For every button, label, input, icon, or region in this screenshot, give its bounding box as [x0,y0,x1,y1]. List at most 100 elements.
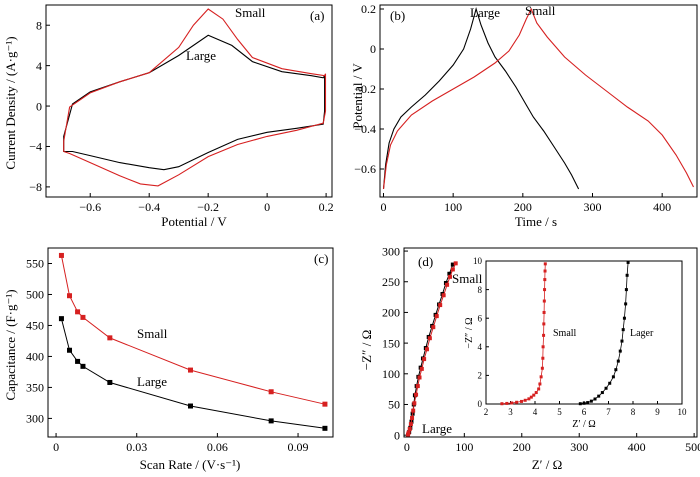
inset-background [486,261,682,404]
panel-d-xtick-label: 200 [513,440,531,454]
panel-d-series-small-point [424,347,429,352]
inset-series-small-point [542,299,546,303]
panel-d-series-small-point [450,267,455,272]
panel-d-series-small-point [427,336,432,341]
inset-series-small-point [529,395,533,399]
inset-series-lager-point [626,260,630,264]
panel-d-series-small-line [407,263,457,435]
panel-d-series-small-point [407,427,412,432]
inset-series-small-point [542,333,546,337]
panel-c-series-small-point [188,367,193,373]
panel-b-series-large-line [382,7,580,190]
inset-series-small-point [540,366,544,370]
panel-d-axes-frame [403,247,698,438]
panel-c-series-large-point [188,403,193,409]
inset-series-small-point [543,269,547,273]
inset-series-lager-point [620,339,624,343]
panel-b-ylabel: Potential / V [350,63,365,129]
inset-ytick-label: 8 [478,285,483,295]
panel-c-series-small-point [268,389,274,395]
inset-series-lager-point [624,302,628,306]
panel-a-xtick-label: −0.4 [138,200,160,214]
panel-c-series-small-point [67,293,73,299]
panel-d-series-small-point [441,293,446,298]
panel-d-series-small-point [445,282,450,287]
panel-a-series-large-line [63,34,326,171]
panel-d-series-small-point [431,325,436,330]
panel-a-ytick-label: 8 [36,18,42,32]
inset-series-small-point [541,345,545,349]
panel-b-ytick-label: 0.2 [361,2,376,16]
panel-b-ytick-label: −0.2 [354,82,376,96]
panel-b-annotation-small: Small [525,3,556,18]
inset-series-lager-point [604,386,608,390]
panel-b-axes-frame [379,4,698,198]
panel-d-annotation-small: Small [452,271,483,286]
inset-ytick-label: 0 [478,399,483,409]
panel-d-ytick-label: 50 [388,398,400,412]
inset-series-small-point [541,356,545,360]
panel-c-ytick-label: 500 [26,288,44,302]
inset-xtick-label: 8 [631,407,636,417]
panel-d-xtick-label: 0 [404,440,410,454]
panel-d-ytick-label: 250 [382,275,400,289]
panel-a-xlabel: Potential / V [161,214,227,229]
inset-series-small-point [515,400,519,404]
inset-xtick-label: 7 [606,407,611,417]
panel-d-xtick-label: 400 [628,440,646,454]
inset-xtick-label: 4 [533,407,538,417]
panel-d-xtick-label: 300 [570,440,588,454]
panel-b-xtick-label: 400 [653,200,671,214]
panel-d-series-large-point [447,271,452,276]
panel-a-annotation-small: Small [235,5,266,20]
panel-b-series-small-line [382,7,694,190]
panel-a-ytick-label: −4 [29,140,42,154]
panel-c-series-small-point [75,309,81,315]
panel-c-series-small-point [107,335,113,341]
panel-c-series-small-line [60,255,326,405]
inset-label-lager: Lager [630,328,654,339]
panel-d-ylabel: −Z″ / Ω [359,330,374,370]
panel-a-xtick-label: 0 [264,200,270,214]
inset-series-lager-point [593,397,597,401]
panel-d-series-small-point [417,375,422,380]
panel-b-xtick-label: 100 [444,200,462,214]
panel-c-ylabel: Capacitance / (F·g⁻¹) [3,289,18,400]
inset-series-lager-point [597,394,601,398]
inset-series-lager-point [622,316,626,320]
inset-series-lager-point [608,381,612,385]
inset-series-lager-point [624,288,628,292]
panel-a-xtick-label: −0.6 [79,200,101,214]
panel-c: 0 0.03 0.06 0.09 300 350 400 450 500 550 (c) Smal… [3,247,334,472]
inset-series-small-point [537,387,541,391]
panel-d-series-small-point [419,366,424,371]
panel-c-series-large-line [60,318,325,429]
panel-c-series-large-point [58,316,64,322]
panel-b-xtick-label: 200 [514,200,532,214]
panel-c-tag: (c) [314,251,328,266]
panel-c-series-large-point [322,425,328,431]
panel-b-ytick-label: 0 [370,42,376,56]
panel-c-xtick-label: 0.06 [207,440,228,454]
inset-series-lager-point [586,401,590,405]
panel-d-ytick-label: 150 [382,336,400,350]
panel-c-series-large-point [268,418,274,424]
inset-series-lager-point [578,402,582,406]
panel-c-series-large-point [80,363,86,369]
inset-series-small-point [505,401,509,405]
inset-series-small-point [500,402,504,406]
inset-ylabel: −Z″ / Ω [464,317,475,348]
inset-ytick-label: 2 [478,371,483,381]
inset-xtick-label: 6 [582,407,587,417]
panel-a-ytick-label: −8 [29,180,42,194]
panel-b-xtick-label: 300 [583,200,601,214]
panel-a-series-small-line [63,8,327,187]
panel-c-series-large-point [67,347,73,353]
panel-c-annotation-large: Large [137,374,167,389]
panel-b: 0 100 200 300 400−0.6−0.4−0.200.2 (b) Large … [350,2,698,229]
panel-d-ytick-label: 100 [382,367,400,381]
panel-d-xlabel: Z′ / Ω [532,457,563,472]
panel-b-annotation-large: Large [470,5,500,20]
inset-series-lager-point [589,399,593,403]
